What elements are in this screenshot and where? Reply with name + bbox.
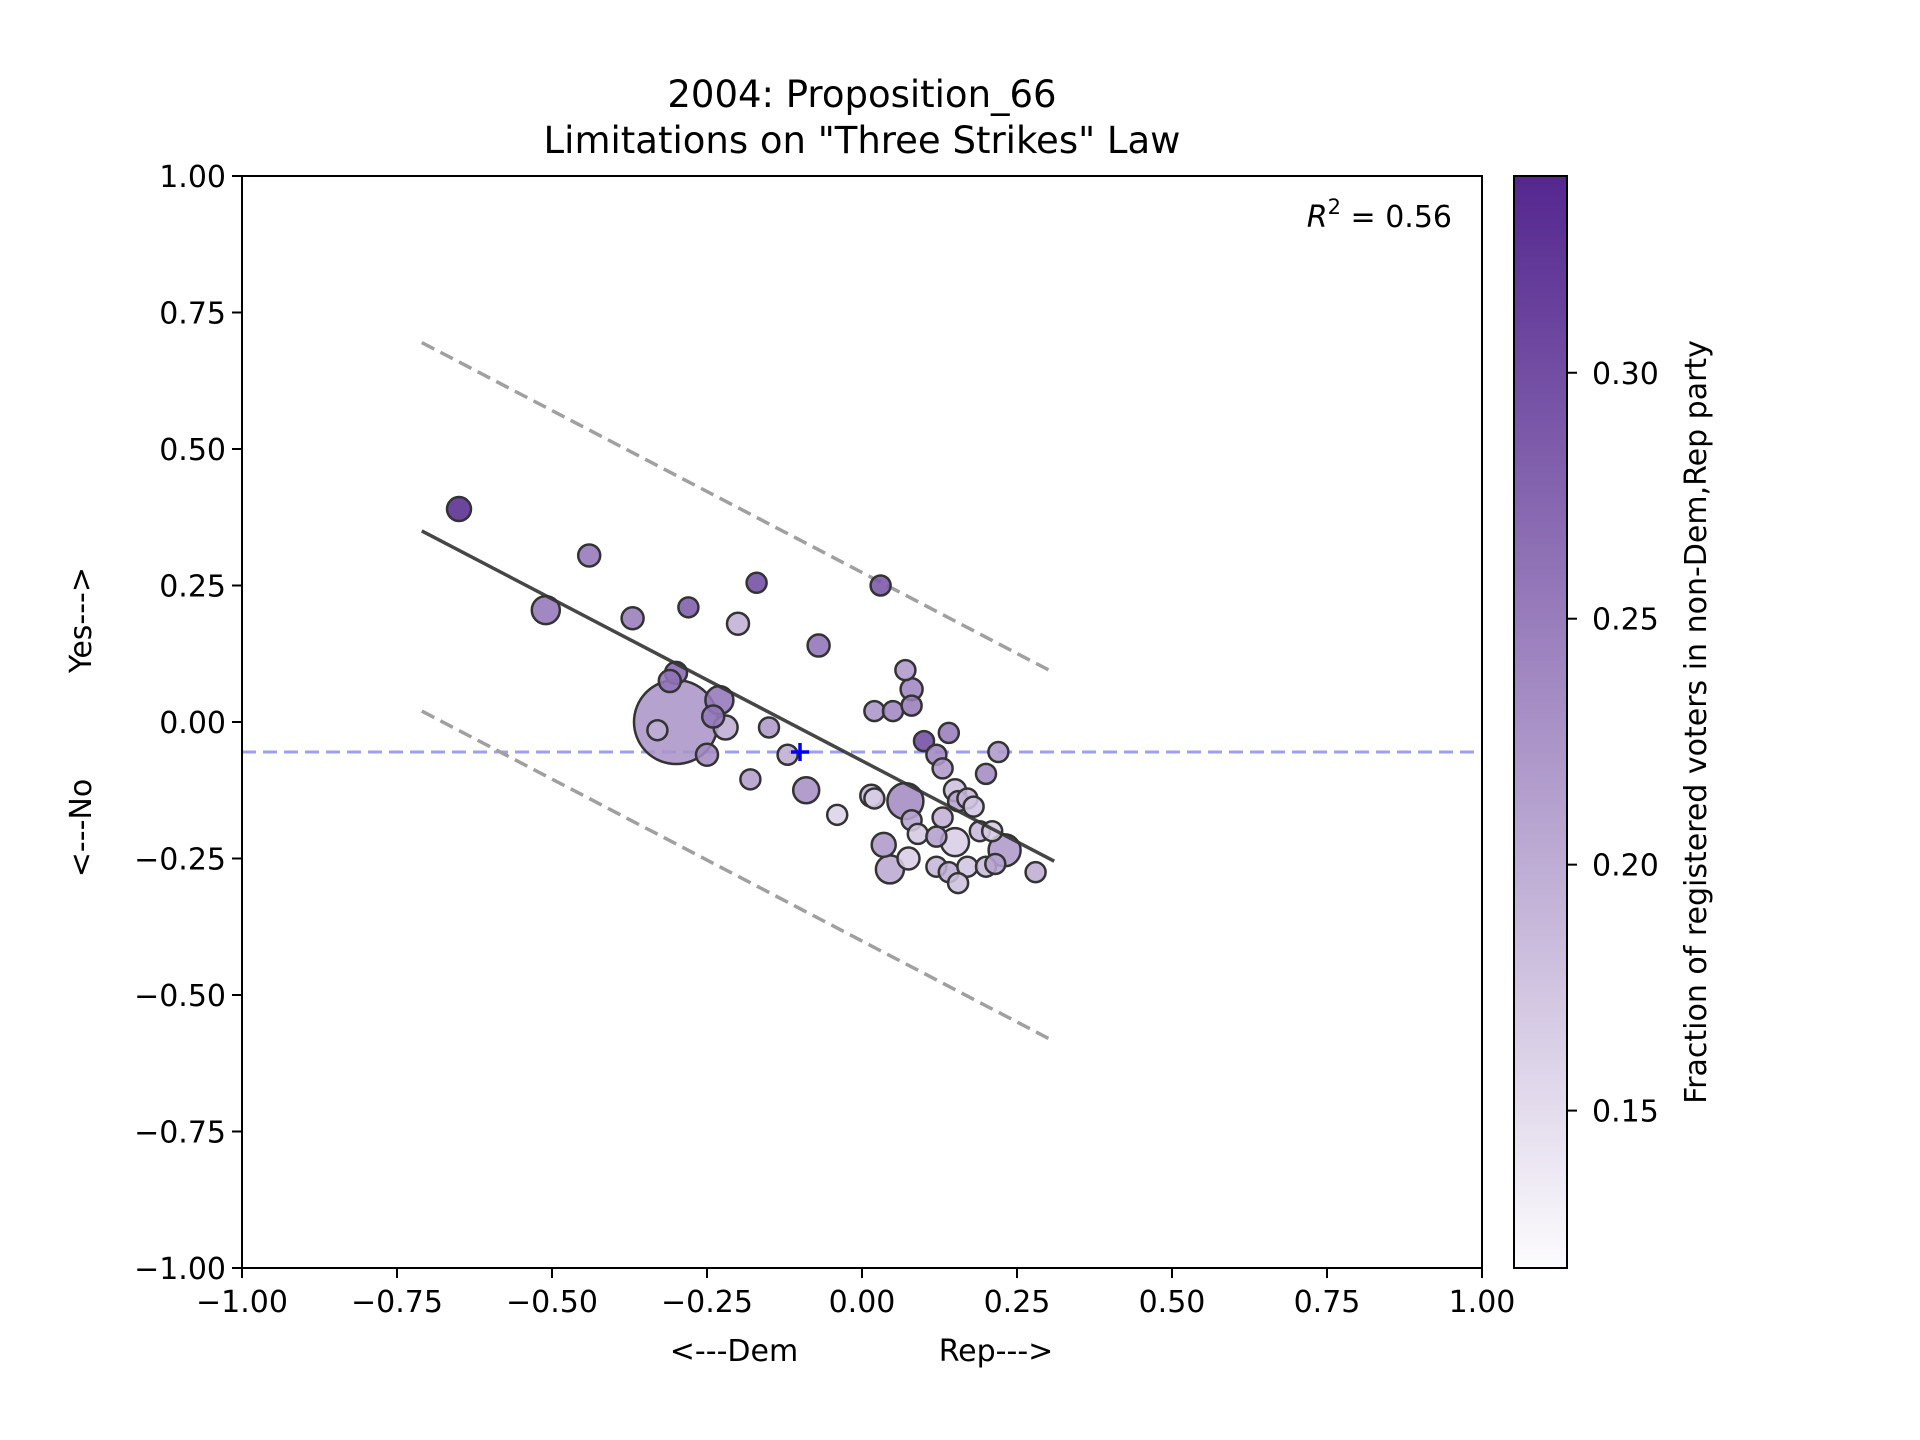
x-axis-label-rep: Rep---> [939,1334,1054,1369]
x-tick-label: 0.50 [1139,1285,1206,1320]
data-point [806,633,831,658]
x-tick-label: 0.25 [984,1285,1051,1320]
data-point [881,699,905,723]
data-point [791,776,821,805]
data-point [1024,860,1047,884]
data-point [757,716,781,739]
data-point [896,846,921,871]
y-axis-label-no: <---No [64,779,99,877]
data-point [900,694,923,717]
regression-line [420,529,1056,863]
y-tick-label: −0.25 [134,843,226,878]
upper-band-line [420,340,1056,675]
r-squared-exponent: 2 [1328,195,1341,219]
x-axis-label-dem: <---Dem [670,1334,798,1369]
y-tick-label: 0.00 [159,706,226,741]
data-point [445,495,473,523]
y-axis-ticks: −1.00 −0.75 −0.50 −0.25 0.00 0.25 0.50 0.75 1.00 [134,160,242,1287]
x-tick-label: 0.75 [1294,1285,1361,1320]
data-point [620,606,645,631]
x-axis-ticks: −1.00 −0.75 −0.50 −0.25 0.00 0.25 0.50 0.75 1.00 [196,1268,1515,1320]
data-point [694,742,720,768]
y-axis-label-yes: Yes---> [64,567,99,674]
data-point [739,768,762,791]
data-point [912,729,936,753]
y-tick-label: −0.50 [134,979,226,1014]
data-point [677,596,700,619]
r-squared-value: = 0.56 [1341,200,1452,235]
data-point [869,574,892,597]
x-tick-label: −0.25 [661,1285,753,1320]
data-point [974,762,998,786]
data-point [987,740,1010,764]
data-point [894,658,917,682]
colorbar-tick-label: 0.20 [1592,849,1659,884]
data-point [825,803,849,827]
y-tick-label: −1.00 [134,1252,226,1287]
plot-area [242,340,1482,1043]
data-point [984,852,1007,876]
y-tick-label: −0.75 [134,1116,226,1151]
data-point [745,571,768,595]
data-point [863,699,886,723]
data-point [863,787,886,810]
data-point [962,795,985,818]
y-tick-label: 1.00 [159,160,226,195]
data-point [870,831,897,859]
data-point [725,611,751,636]
r-squared-annotation: R2 = 0.56 [1307,195,1452,235]
colorbar-label: Fraction of registered voters in non-Dem… [1679,340,1714,1104]
reference-lines [242,340,1482,1043]
colorbar-ticks: 0.15 0.20 0.25 0.30 [1567,357,1659,1130]
y-tick-label: 0.50 [159,433,226,468]
r-squared-symbol: R [1307,200,1328,235]
colorbar-tick-label: 0.25 [1592,603,1659,638]
x-tick-label: −0.50 [506,1285,598,1320]
data-point [776,743,799,767]
y-tick-label: 0.75 [159,297,226,332]
y-tick-label: 0.25 [159,570,226,605]
lower-band-line [420,709,1056,1043]
x-tick-label: −0.75 [351,1285,443,1320]
data-point [576,543,602,568]
mean-marker [791,743,809,762]
x-tick-label: −1.00 [196,1285,288,1320]
colorbar [1513,175,1568,1269]
chart-title: 2004: Proposition_66 [667,73,1056,116]
overlay-marks [420,529,1056,863]
plot-frame [241,175,1483,1269]
data-point [906,822,930,846]
data-point [646,718,669,742]
x-tick-label: 0.00 [829,1285,896,1320]
data-point [925,825,948,848]
data-point [700,704,726,729]
colorbar-tick-label: 0.15 [1592,1095,1659,1130]
data-point [657,668,683,694]
data-point [937,721,961,745]
chart-subtitle: Limitations on "Three Strikes" Law [544,119,1181,162]
data-point [931,757,954,780]
data-points [445,495,1047,895]
colorbar-tick-label: 0.30 [1592,357,1659,392]
data-point [946,871,970,895]
data-point [931,806,954,829]
x-tick-label: 1.00 [1449,1285,1516,1320]
